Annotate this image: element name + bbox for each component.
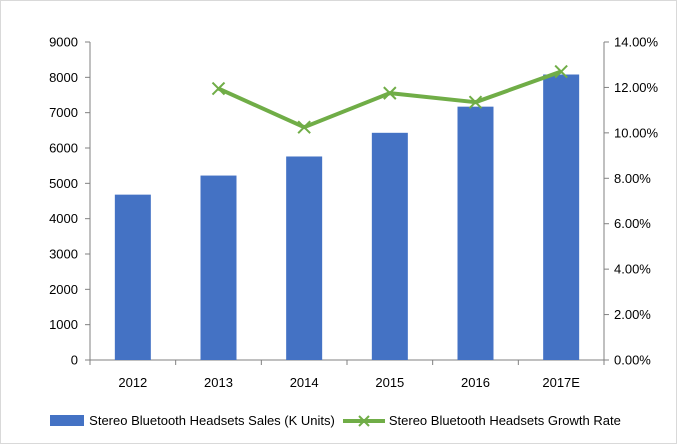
growth-point — [468, 95, 483, 109]
y-right-tick-label: 6.00% — [614, 216, 651, 231]
bar — [457, 106, 494, 360]
y-right-tick-label: 2.00% — [614, 307, 651, 322]
legend-item-growth: Stereo Bluetooth Headsets Growth Rate — [342, 413, 621, 428]
y-left-tick-label: 4000 — [49, 211, 78, 226]
y-right-tick-label: 4.00% — [614, 262, 651, 277]
y-left-tick-label: 2000 — [49, 282, 78, 297]
y-right-tick-label: 14.00% — [614, 35, 659, 50]
x-tick-label: 2016 — [461, 375, 490, 390]
x-tick-label: 2017E — [542, 375, 580, 390]
y-left-tick-label: 1000 — [49, 317, 78, 332]
bar — [114, 194, 151, 360]
legend-item-sales: Stereo Bluetooth Headsets Sales (K Units… — [50, 413, 335, 428]
bar — [286, 156, 323, 360]
bar — [543, 74, 580, 361]
legend-label-sales: Stereo Bluetooth Headsets Sales (K Units… — [89, 413, 335, 428]
bar — [200, 175, 237, 360]
y-left-tick-label: 8000 — [49, 70, 78, 85]
bar — [371, 132, 408, 360]
y-left-tick-label: 3000 — [49, 247, 78, 262]
growth-point — [554, 64, 568, 79]
growth-point — [383, 86, 397, 100]
legend-swatch-sales — [50, 415, 85, 426]
combo-chart: 0 1000 2000 3000 4000 5000 6000 7000 8000 9000 0.0… — [49, 35, 659, 391]
legend: Stereo Bluetooth Headsets Sales (K Units… — [1, 413, 678, 428]
y-right-tick-label: 12.00% — [614, 80, 659, 95]
y-right-tick-label: 10.00% — [614, 125, 659, 140]
y-left-tick-label: 0 — [71, 353, 78, 368]
y-left-tick-label: 5000 — [49, 176, 78, 191]
legend-label-growth: Stereo Bluetooth Headsets Growth Rate — [388, 413, 621, 428]
y-left-tick-label: 9000 — [49, 35, 78, 50]
x-tick-label: 2012 — [118, 375, 147, 390]
y-right-tick-label: 0.00% — [614, 353, 651, 368]
growth-point — [297, 120, 311, 134]
x-tick-label: 2015 — [375, 375, 404, 390]
growth-point — [211, 81, 226, 96]
growth-line — [217, 69, 562, 130]
y-right-tick-label: 8.00% — [614, 171, 651, 186]
x-tick-label: 2013 — [204, 375, 233, 390]
y-left-tick-label: 7000 — [49, 105, 78, 120]
x-tick-label: 2014 — [290, 375, 319, 390]
legend-swatch-growth — [342, 414, 385, 427]
y-left-tick-label: 6000 — [49, 141, 78, 156]
